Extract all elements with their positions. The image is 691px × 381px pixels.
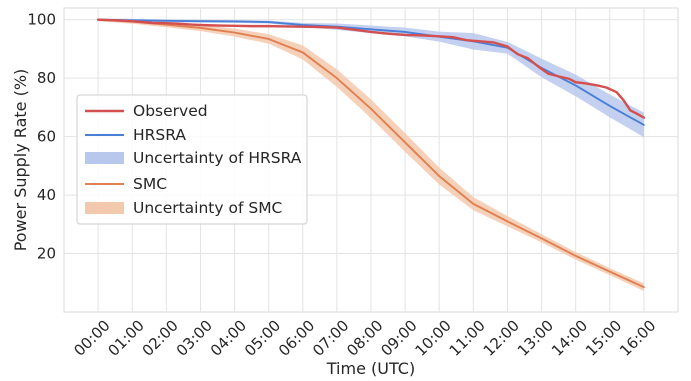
y-tick-label: 20 [37, 245, 56, 263]
series-lines [96, 18, 646, 289]
legend-smc-label: SMC [133, 175, 167, 193]
legend-smc-uncertainty-swatch [85, 202, 124, 214]
x-tick-label: 12:00 [480, 316, 523, 359]
x-tick-label: 08:00 [343, 316, 386, 359]
uncertainty-band [98, 18, 644, 291]
legend-smc-uncertainty-label: Uncertainty of SMC [133, 199, 282, 217]
y-tick-label: 40 [37, 186, 56, 204]
x-tick-label: 10:00 [411, 316, 454, 359]
series-line-observed [96, 18, 646, 119]
x-tick-label: 13:00 [514, 316, 557, 359]
x-tick-label: 00:00 [70, 316, 113, 359]
x-axis-title: Time (UTC) [326, 359, 415, 378]
x-tick-label: 16:00 [616, 316, 659, 359]
legend-observed-label: Observed [133, 102, 208, 120]
x-tick-label: 03:00 [173, 316, 216, 359]
legend-hrsra-uncertainty-label: Uncertainty of HRSRA [133, 149, 302, 167]
y-tick-label: 60 [37, 128, 56, 146]
legend-hrsra-label: HRSRA [133, 126, 186, 144]
y-axis-title: Power Supply Rate (%) [11, 69, 30, 252]
x-tick-label: 15:00 [582, 316, 625, 359]
x-tick-label: 06:00 [275, 316, 318, 359]
y-tick-label: 80 [37, 69, 56, 87]
x-tick-label: 04:00 [207, 316, 250, 359]
x-tick-label: 11:00 [446, 316, 489, 359]
x-tick-label: 14:00 [548, 316, 591, 359]
legend-box [76, 94, 308, 225]
x-tick-label: 07:00 [309, 316, 352, 359]
x-tick-label: 05:00 [241, 316, 284, 359]
legend-hrsra-uncertainty-swatch [85, 152, 124, 164]
x-tick-label: 09:00 [377, 316, 420, 359]
x-tick-label: 02:00 [139, 316, 182, 359]
legend: Observed HRSRA Uncertainty of HRSRA SMC … [76, 94, 308, 225]
y-tick-label: 100 [27, 11, 56, 29]
series-line-smc [97, 18, 645, 289]
x-tick-label: 01:00 [104, 316, 147, 359]
